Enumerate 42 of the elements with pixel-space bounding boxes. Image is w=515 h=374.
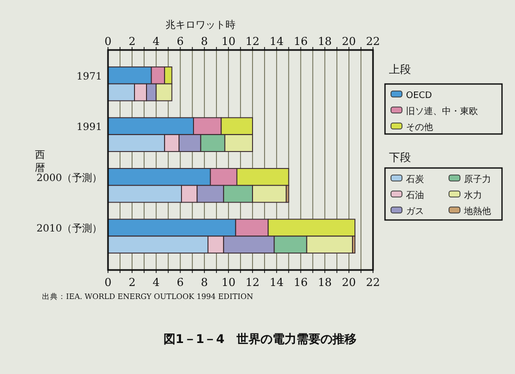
x2-tick-label: 4: [152, 276, 160, 289]
x2-tick-label: 8: [200, 276, 208, 289]
x2-tick-label: 2: [128, 276, 136, 289]
text: 下段: [389, 151, 411, 164]
x2-tick-label: 12: [246, 276, 260, 289]
y-tick-label: 1991: [76, 122, 102, 134]
legend-label: ガス: [406, 207, 424, 217]
legend-label: 地熱他: [463, 206, 491, 217]
y-tick-label: 2000（予測）: [36, 172, 102, 184]
x-tick-label: 20: [342, 35, 356, 48]
legend-label: OECD: [406, 91, 432, 101]
legend-label: 石油: [406, 190, 424, 201]
legend-label: 水力: [464, 190, 482, 201]
x-tick-label: 8: [200, 35, 208, 48]
legend-label: 石炭: [406, 174, 424, 185]
x-tick-label: 14: [270, 35, 284, 48]
y-axis-title: 西暦: [35, 150, 45, 174]
x-tick-label: 18: [318, 35, 332, 48]
x2-tick-label: 6: [176, 276, 184, 289]
x-tick-label: 12: [246, 35, 260, 48]
x-tick-label: 0: [104, 35, 112, 48]
legend-title: 上段: [389, 63, 411, 76]
y-tick-label: 1971: [76, 71, 102, 82]
x2-tick-label: 0: [104, 276, 112, 289]
legend-label: 旧ソ連、中・東欧: [406, 106, 478, 117]
x2-tick-label: 18: [318, 276, 332, 289]
legend-label: その他: [406, 122, 433, 133]
legend-label: 原子力: [464, 174, 491, 185]
x-tick-label: 6: [176, 35, 184, 48]
text: 図1－1－4 世界の電力需要の推移: [163, 332, 357, 346]
x-tick-label: 4: [152, 35, 160, 48]
x-tick-label: 22: [366, 35, 380, 48]
x2-tick-label: 16: [294, 276, 308, 289]
x2-tick-label: 20: [342, 276, 356, 289]
x-tick-label: 2: [128, 35, 136, 48]
x-tick-label: 16: [294, 35, 308, 48]
x2-tick-label: 14: [270, 276, 284, 289]
y-tick-label: 2010（予測）: [36, 222, 102, 235]
x2-tick-label: 22: [366, 276, 380, 289]
x-tick-label: 10: [221, 35, 236, 48]
x2-axis-title: 兆キロワット時: [166, 19, 236, 31]
x2-tick-label: 10: [221, 276, 236, 289]
